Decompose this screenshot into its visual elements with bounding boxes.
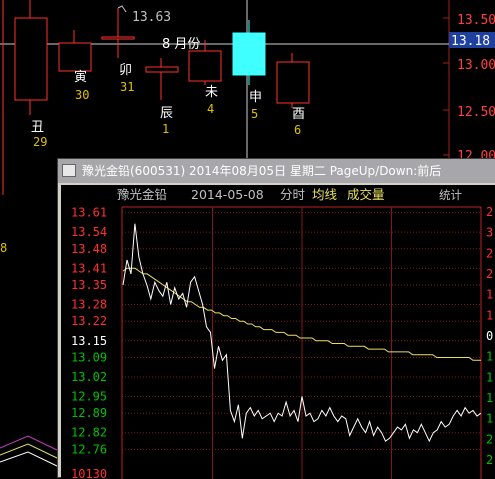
- candle-branch: 寅: [74, 69, 87, 85]
- price-axis-label: 13.50: [457, 13, 495, 28]
- left-edge-digit: 8: [0, 241, 7, 255]
- right-axis-label: 1: [486, 350, 493, 364]
- right-axis-label: 0: [486, 329, 493, 343]
- chart-date: 2014-05-08: [191, 187, 264, 202]
- candle-day: 31: [120, 80, 134, 94]
- volume-axis-partial-label: 10130: [71, 467, 107, 479]
- price-axis-highlight: [449, 32, 495, 48]
- right-axis-label: 1: [486, 391, 493, 405]
- right-axis-label: 1: [486, 288, 493, 302]
- candle-branch: 酉: [292, 107, 305, 122]
- candle-body[interactable]: [58, 42, 92, 72]
- candle-branch: 卯: [119, 63, 132, 78]
- price-axis-label-highlight: 13.18: [451, 34, 490, 49]
- candle-body[interactable]: [232, 32, 266, 76]
- volume-legend[interactable]: 成交量: [347, 187, 385, 202]
- candle-body[interactable]: [145, 66, 179, 73]
- y-tick-label: 13.41: [71, 261, 107, 275]
- right-axis-label: 2: [486, 432, 493, 446]
- right-axis-label: 1: [486, 308, 493, 322]
- average-price-line: [122, 267, 481, 361]
- candle-body[interactable]: [188, 50, 222, 82]
- high-pointer: [117, 5, 127, 13]
- minute-chart-window[interactable]: 豫光金铅(600531) 2014年08月05日 星期二 PageUp/Down…: [57, 158, 495, 479]
- window-titlebar[interactable]: 豫光金铅(600531) 2014年08月05日 星期二 PageUp/Down…: [58, 159, 495, 183]
- candle-day: 29: [33, 135, 47, 149]
- candle-branch: 丑: [31, 120, 44, 135]
- candle-branch: 辰: [160, 106, 173, 121]
- right-axis-label: 2: [486, 246, 493, 260]
- candle-day: 6: [294, 123, 301, 137]
- right-axis-label: 3: [486, 226, 493, 240]
- window-title: 豫光金铅(600531) 2014年08月05日 星期二 PageUp/Down…: [82, 164, 442, 178]
- candle-body[interactable]: [14, 17, 48, 101]
- right-axis-label: 2: [486, 205, 493, 219]
- y-tick-label: 13.15: [71, 334, 107, 348]
- candle-branch: 申: [249, 90, 262, 105]
- window-app-icon: [62, 164, 76, 177]
- high-annotation: 13.63: [132, 10, 171, 25]
- price-axis-label: 12.50: [457, 105, 495, 120]
- indicator-line: [0, 443, 58, 459]
- right-axis-label: 2: [486, 453, 493, 467]
- candle-body[interactable]: [276, 61, 310, 104]
- candle-day: 4: [207, 102, 214, 116]
- intraday-chart: 13.61 13.54 13.48 13.41 13.35 13.28 13.22 13.15…: [71, 205, 493, 479]
- y-tick-label: 13.61: [71, 206, 107, 220]
- candle-body[interactable]: [101, 36, 135, 40]
- right-axis-label: 1: [486, 370, 493, 384]
- minute-chart-panel: 13.61 13.54 13.48 13.41 13.35 13.28 13.22 13.15…: [61, 185, 495, 479]
- right-axis-label: 2: [486, 267, 493, 281]
- y-tick-label: 13.02: [71, 370, 107, 384]
- avg-line-legend[interactable]: 均线: [312, 187, 338, 202]
- y-tick-label: 13.28: [71, 298, 107, 312]
- y-tick-label: 12.89: [71, 406, 107, 420]
- indicator-line: [0, 451, 58, 467]
- y-tick-label: 13.54: [71, 225, 107, 239]
- price-axis: 13.50 13.18 13.00 12.50 12.00: [449, 13, 495, 164]
- y-tick-label: 12.82: [71, 426, 107, 440]
- stats-button[interactable]: 统计: [439, 188, 462, 202]
- indicator-line: [0, 435, 58, 451]
- candle-branch: 未: [205, 85, 218, 100]
- stock-name: 豫光金铅: [117, 187, 168, 202]
- y-tick-label: 13.22: [71, 314, 107, 328]
- price-axis-label: 13.00: [457, 58, 495, 73]
- month-label: 8 月份: [162, 37, 200, 52]
- y-tick-label: 13.09: [71, 350, 107, 364]
- y-tick-label: 13.35: [71, 278, 107, 292]
- price-line: [122, 223, 482, 443]
- chart-header: 豫光金铅 2014-05-08 分时 均线 成交量 统计: [61, 185, 495, 205]
- candle-labels: 丑 29 寅 30 卯 31 辰 1 未 4 申 5 酉 6: [31, 63, 305, 149]
- chart-mode-label: 分时: [280, 187, 306, 202]
- y-tick-label: 12.76: [71, 442, 107, 456]
- candle-day: 30: [75, 88, 89, 102]
- right-axis-label: 1: [486, 412, 493, 426]
- candle-day: 1: [162, 122, 169, 136]
- candle-day: 5: [251, 107, 258, 121]
- y-tick-label: 13.48: [71, 242, 107, 256]
- y-tick-label: 12.95: [71, 389, 107, 403]
